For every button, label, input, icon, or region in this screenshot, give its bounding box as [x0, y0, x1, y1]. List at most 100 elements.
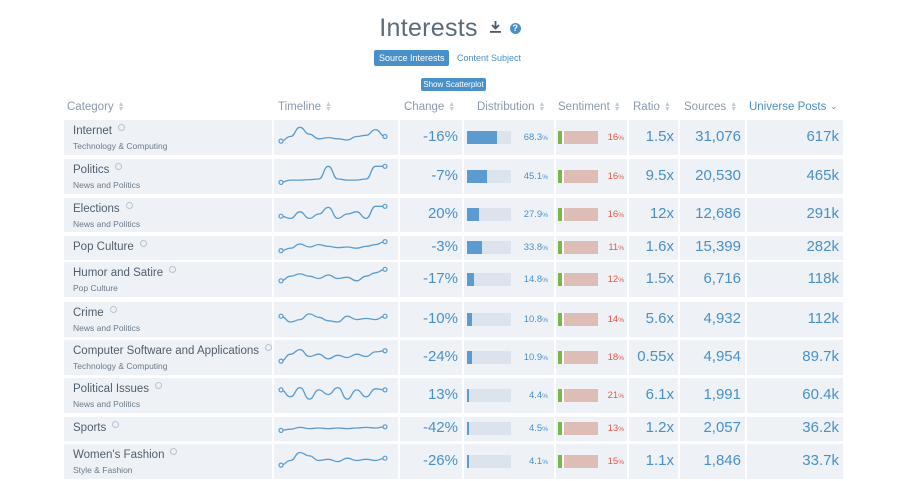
sparkline-end-point [382, 387, 388, 393]
show-scatterplot-button[interactable]: Show Scatterplot [421, 78, 486, 91]
toggle-source-interests[interactable]: Source Interests [373, 50, 450, 66]
sentiment-number: 16 [607, 171, 619, 182]
category-name[interactable]: Political Issues [73, 382, 163, 395]
category-cell[interactable]: Elections News and Politics [64, 198, 272, 232]
header-distribution[interactable]: Distribution ▲ ▼ [477, 101, 545, 113]
sources-value: 4,932 [703, 310, 741, 327]
timeline-cell [274, 378, 398, 413]
category-name-text: Humor and Satire [73, 267, 164, 279]
timeline-cell [274, 236, 398, 260]
sources-value: 1,846 [703, 452, 741, 469]
ratio-cell: 1.2x [629, 417, 678, 441]
category-name[interactable]: Internet [73, 124, 125, 137]
category-cell[interactable]: Women's Fashion Style & Fashion [64, 444, 272, 479]
sentiment-cell: 13% [556, 417, 627, 441]
category-name[interactable]: Elections [73, 202, 133, 215]
ratio-value: 1.5x [645, 128, 674, 145]
universe-cell: 33.7k [747, 444, 843, 479]
settings-icon[interactable] [265, 344, 273, 351]
table-row[interactable]: Pop Culture -3% 33.8% 11% 1.6x 15,399 28… [0, 236, 900, 260]
category-name[interactable]: Crime [73, 306, 117, 319]
category-cell[interactable]: Sports [64, 417, 272, 441]
settings-icon[interactable] [118, 124, 125, 131]
table-row[interactable]: Women's Fashion Style & Fashion -26% 4.1… [0, 444, 900, 479]
sources-cell: 6,716 [680, 262, 745, 297]
change-value: -7% [431, 167, 458, 184]
category-cell[interactable]: Humor and Satire Pop Culture [64, 262, 272, 297]
universe-value: 36.2k [802, 419, 839, 436]
settings-icon[interactable] [169, 266, 177, 273]
header-sentiment[interactable]: Sentiment ▲ ▼ [558, 101, 621, 113]
table-row[interactable]: Computer Software and Applications Techn… [0, 340, 900, 375]
category-name[interactable]: Computer Software and Applications [73, 344, 273, 357]
category-name-text: Sports [73, 422, 107, 434]
header-timeline[interactable]: Timeline ▲ ▼ [278, 101, 332, 113]
category-cell[interactable]: Politics News and Politics [64, 159, 272, 194]
table-row[interactable]: Crime News and Politics -10% 10.8% 14% 5… [0, 302, 900, 337]
distribution-number: 33.8 [523, 242, 543, 253]
sentiment-cell: 16% [556, 120, 627, 155]
header-category[interactable]: Category ▲ ▼ [67, 101, 125, 113]
settings-icon[interactable] [112, 421, 120, 428]
distribution-number: 4.4 [529, 390, 543, 401]
distribution-number: 10.9 [523, 352, 543, 363]
distribution-bar [467, 241, 511, 254]
ratio-cell: 6.1x [629, 378, 678, 413]
category-cell[interactable]: Computer Software and Applications Techn… [64, 340, 273, 375]
category-name[interactable]: Politics [73, 163, 123, 176]
settings-icon[interactable] [139, 240, 147, 247]
percent-unit: % [618, 174, 624, 181]
table-row[interactable]: Elections News and Politics 20% 27.9% 16… [0, 198, 900, 232]
table-row[interactable]: Humor and Satire Pop Culture -17% 14.8% … [0, 262, 900, 297]
universe-value: 118k [807, 270, 839, 287]
settings-icon[interactable] [125, 202, 133, 209]
ratio-value: 1.6x [645, 238, 674, 255]
distribution-number: 27.9 [523, 209, 543, 220]
settings-icon[interactable] [170, 448, 178, 455]
toggle-content-subject[interactable]: Content Subject [457, 53, 522, 63]
header-universe-posts[interactable]: Universe Posts ⌄ [749, 101, 837, 113]
header-ratio[interactable]: Ratio ▲ ▼ [633, 101, 671, 113]
settings-icon[interactable] [115, 163, 123, 170]
sources-cell: 12,686 [680, 198, 745, 232]
universe-cell: 465k [747, 159, 843, 194]
percent-unit: % [542, 426, 548, 433]
table-row[interactable]: Political Issues News and Politics 13% 4… [0, 378, 900, 413]
sources-cell: 4,932 [680, 302, 745, 337]
sentiment-positive [558, 313, 562, 326]
header-sources[interactable]: Sources ▲ ▼ [684, 101, 737, 113]
category-cell[interactable]: Political Issues News and Politics [64, 378, 272, 413]
header-change[interactable]: Change ▲ ▼ [404, 101, 455, 113]
category-cell[interactable]: Pop Culture [64, 236, 272, 260]
sentiment-positive [558, 389, 562, 402]
sparkline-path [280, 348, 386, 362]
sentiment-number: 16 [607, 132, 619, 143]
change-value: -17% [422, 270, 458, 287]
sparkline [278, 163, 388, 185]
percent-unit: % [618, 317, 624, 324]
category-name[interactable]: Women's Fashion [73, 448, 178, 461]
category-name[interactable]: Pop Culture [73, 240, 147, 253]
settings-icon[interactable] [155, 382, 163, 389]
header-universe-label: Universe Posts [749, 101, 827, 113]
ratio-value: 12x [649, 205, 674, 222]
change-value: 13% [427, 386, 458, 403]
sources-cell: 1,846 [680, 444, 745, 479]
category-cell[interactable]: Internet Technology & Computing [64, 120, 272, 155]
category-name[interactable]: Sports [73, 421, 120, 434]
ratio-value: 0.55x [637, 348, 674, 365]
sentiment-bar [558, 422, 598, 435]
download-icon[interactable] [490, 20, 502, 38]
settings-icon[interactable] [109, 306, 117, 313]
category-name[interactable]: Humor and Satire [73, 266, 177, 279]
category-cell[interactable]: Crime News and Politics [64, 302, 272, 337]
percent-unit: % [542, 355, 548, 362]
help-icon[interactable]: ? [509, 23, 521, 34]
change-cell: -7% [400, 159, 462, 194]
table-row[interactable]: Internet Technology & Computing -16% 68.… [0, 120, 900, 155]
table-row[interactable]: Politics News and Politics -7% 45.1% 16%… [0, 159, 900, 194]
table-row[interactable]: Sports -42% 4.5% 13% 1.2x 2,057 36.2k [0, 417, 900, 441]
sentiment-number: 13 [607, 423, 619, 434]
sentiment-value: 16% [608, 132, 624, 143]
sources-value: 31,076 [695, 128, 741, 145]
